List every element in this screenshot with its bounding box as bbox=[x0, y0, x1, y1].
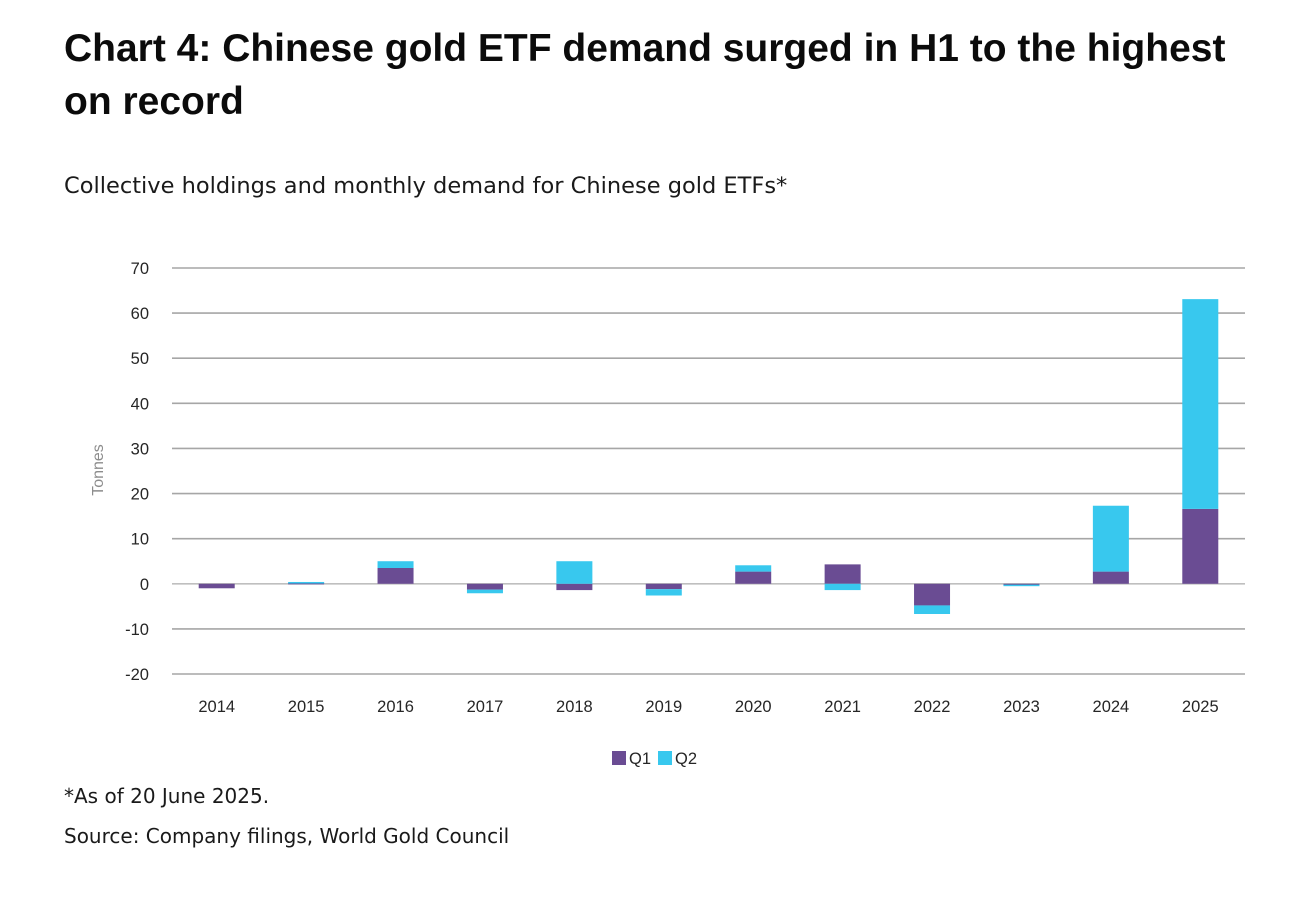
y-tick-label: -10 bbox=[125, 621, 149, 639]
y-tick-label: 20 bbox=[131, 486, 149, 504]
y-tick-label: 70 bbox=[131, 260, 149, 278]
x-tick-label: 2016 bbox=[377, 698, 414, 716]
bar-q1-2014 bbox=[198, 583, 235, 589]
bar-q1-2025 bbox=[1182, 508, 1219, 584]
bar-q2-2021 bbox=[824, 583, 861, 591]
y-tick-label: 50 bbox=[131, 350, 149, 368]
y-tick-labels: 70 60 50 40 30 20 10 0 -10 -20 bbox=[125, 260, 149, 684]
x-tick-label: 2015 bbox=[288, 698, 325, 716]
y-axis-label: Tonnes bbox=[90, 444, 107, 496]
x-tick-label: 2024 bbox=[1093, 698, 1130, 716]
legend-swatch-q2 bbox=[658, 751, 672, 765]
bar-q2-2018 bbox=[556, 561, 593, 584]
bar-q1-2017 bbox=[466, 583, 503, 590]
bar-q2-2017 bbox=[466, 589, 503, 594]
y-tick-label: 30 bbox=[131, 440, 149, 458]
footnote: *As of 20 June 2025. bbox=[64, 784, 270, 808]
source-note: Source: Company filings, World Gold Coun… bbox=[64, 824, 510, 848]
chart-subtitle: Collective holdings and monthly demand f… bbox=[64, 173, 788, 199]
gridlines bbox=[172, 267, 1245, 675]
bar-q2-2016 bbox=[377, 561, 414, 568]
bar-q1-2023 bbox=[1003, 583, 1040, 586]
bars bbox=[198, 299, 1219, 615]
bar-q1-2021 bbox=[824, 564, 861, 584]
bar-q1-2020 bbox=[735, 571, 772, 584]
legend-label-q1: Q1 bbox=[629, 750, 651, 768]
x-tick-label: 2014 bbox=[198, 698, 235, 716]
legend: Q1 Q2 bbox=[612, 750, 697, 768]
bar-q1-2019 bbox=[645, 583, 682, 590]
bar-q1-2024 bbox=[1092, 571, 1129, 584]
y-tick-label: 10 bbox=[131, 531, 149, 549]
chart-title: Chart 4: Chinese gold ETF demand surged … bbox=[64, 27, 1226, 123]
bar-q1-2018 bbox=[556, 583, 593, 591]
x-tick-label: 2022 bbox=[914, 698, 951, 716]
y-tick-label: 40 bbox=[131, 395, 149, 413]
bar-q2-2023 bbox=[1003, 584, 1040, 587]
bar-q1-2016 bbox=[377, 567, 414, 584]
x-tick-label: 2021 bbox=[824, 698, 861, 716]
bar-q1-2022 bbox=[914, 583, 951, 606]
x-tick-label: 2020 bbox=[735, 698, 772, 716]
x-tick-label: 2019 bbox=[645, 698, 682, 716]
bar-q2-2020 bbox=[735, 565, 772, 572]
y-tick-label: 0 bbox=[140, 576, 149, 594]
bar-q2-2025 bbox=[1182, 299, 1219, 509]
legend-swatch-q1 bbox=[612, 751, 626, 765]
y-tick-label: -20 bbox=[125, 666, 149, 684]
bar-q2-2019 bbox=[645, 589, 682, 596]
bar-q2-2024 bbox=[1092, 505, 1129, 572]
x-tick-labels: 2014 2015 2016 2017 2018 2019 2020 2021 2022 2023… bbox=[198, 698, 1218, 716]
bar-q2-2022 bbox=[914, 605, 951, 615]
legend-label-q2: Q2 bbox=[675, 750, 697, 768]
bar-q2-2015 bbox=[288, 581, 325, 584]
x-tick-label: 2018 bbox=[556, 698, 593, 716]
x-tick-label: 2017 bbox=[467, 698, 504, 716]
x-tick-label: 2025 bbox=[1182, 698, 1219, 716]
y-tick-label: 60 bbox=[131, 305, 149, 323]
x-tick-label: 2023 bbox=[1003, 698, 1040, 716]
bar-q1-2015 bbox=[288, 582, 325, 585]
